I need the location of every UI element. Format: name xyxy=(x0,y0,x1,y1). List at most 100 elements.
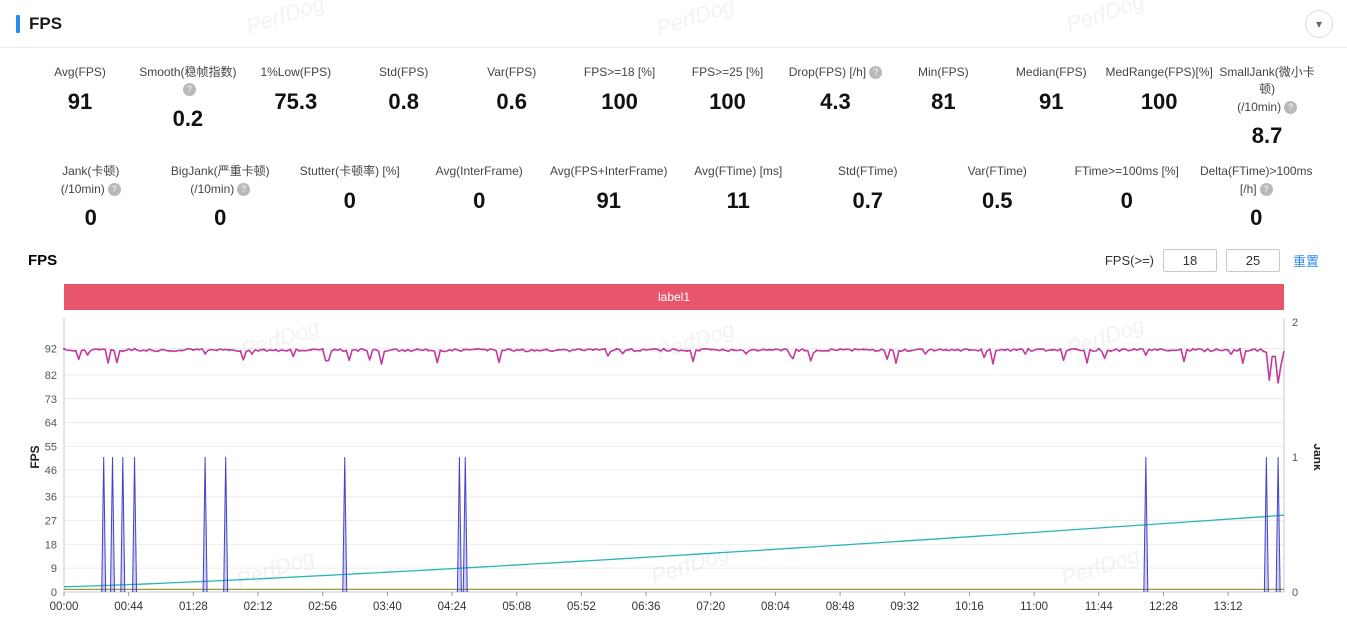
stat-label-text: Avg(FTime) [ms] xyxy=(694,164,783,179)
stat-label: Std(FPS) xyxy=(350,64,458,82)
svg-text:2: 2 xyxy=(1292,317,1298,329)
collapse-button[interactable]: ▾ xyxy=(1305,10,1333,38)
stat-value: 91 xyxy=(596,188,621,214)
help-icon[interactable]: ? xyxy=(237,182,251,196)
stat-value: 0 xyxy=(214,204,227,230)
stat-label-text: MedRange(FPS)[%] xyxy=(1105,65,1213,79)
stat-fps-18-%: FPS>=18 [%] 100 xyxy=(566,64,674,149)
fps-threshold-controls: FPS(>=) 重置 xyxy=(1105,248,1319,272)
stat-label-text: Std(FTime) xyxy=(837,164,898,179)
svg-text:00:44: 00:44 xyxy=(114,601,143,613)
stat-value: 0 xyxy=(1120,188,1133,214)
svg-text:46: 46 xyxy=(45,465,57,477)
svg-text:Jank: Jank xyxy=(1311,443,1320,471)
stat-label-text: SmallJank(微小卡顿) (/10min) xyxy=(1219,65,1315,114)
help-icon[interactable]: ? xyxy=(1259,182,1273,196)
stat-std-ftime: Std(FTime) 0.7 xyxy=(803,163,933,231)
stat-label: Std(FTime) xyxy=(803,163,933,181)
panel-header: FPS ▾ xyxy=(0,0,1347,48)
svg-text:09:32: 09:32 xyxy=(890,601,919,613)
stat-label-text: 1%Low(FPS) xyxy=(260,65,332,79)
help-icon[interactable]: ? xyxy=(869,66,883,79)
svg-text:01:28: 01:28 xyxy=(179,601,208,613)
svg-text:05:08: 05:08 xyxy=(502,601,531,613)
stat-value: 81 xyxy=(931,89,956,114)
stat-label-text: Avg(FPS) xyxy=(54,65,106,79)
stat-label: Avg(FPS) xyxy=(26,64,134,82)
stat-var-ftime: Var(FTime) 0.5 xyxy=(933,163,1063,231)
stat-label-text: Min(FPS) xyxy=(918,65,969,79)
chart-controls: FPS FPS(>=) 重置 xyxy=(0,231,1347,278)
stat-value: 75.3 xyxy=(274,89,318,114)
label-banner: label1 xyxy=(64,283,1284,310)
stat-label: FPS>=25 [%] xyxy=(674,64,782,82)
stat-value: 0 xyxy=(1250,204,1263,230)
svg-text:03:40: 03:40 xyxy=(373,601,402,613)
svg-text:05:52: 05:52 xyxy=(567,601,596,613)
fps-max-input[interactable] xyxy=(1225,248,1280,272)
stat-label: Median(FPS) xyxy=(997,64,1105,82)
stat-value: 0.8 xyxy=(388,89,420,114)
svg-text:10:16: 10:16 xyxy=(955,601,984,613)
svg-text:02:12: 02:12 xyxy=(244,601,273,613)
stat-label-text: BigJank(严重卡顿) (/10min) xyxy=(170,164,270,196)
help-icon[interactable]: ? xyxy=(107,182,121,196)
stat-value: 0.6 xyxy=(496,89,527,114)
chevron-down-icon: ▾ xyxy=(1315,17,1323,31)
stat-value: 100 xyxy=(709,89,746,114)
svg-text:64: 64 xyxy=(45,418,57,430)
stat-value: 100 xyxy=(1140,89,1178,114)
stat-label-text: Stutter(卡顿率) [%] xyxy=(299,164,400,179)
stat-drop-fps-h: Drop(FPS) [/h]? 4.3 xyxy=(781,64,889,149)
svg-text:55: 55 xyxy=(45,441,57,453)
stat-label: Avg(FTime) [ms] xyxy=(674,163,804,181)
stat-smooth: Smooth(稳帧指数)? 0.2 xyxy=(134,64,242,149)
banner-label: label1 xyxy=(657,289,691,304)
svg-text:12:28: 12:28 xyxy=(1149,601,1178,613)
stat-median-fps: Median(FPS) 91 xyxy=(997,64,1105,149)
fps-min-input[interactable] xyxy=(1162,248,1217,272)
stat-label: FPS>=18 [%] xyxy=(566,64,674,82)
svg-text:07:20: 07:20 xyxy=(696,601,725,613)
stat-value: 0.7 xyxy=(852,188,884,214)
svg-text:11:44: 11:44 xyxy=(1085,601,1114,613)
stat-label: 1%Low(FPS) xyxy=(242,64,350,82)
svg-text:36: 36 xyxy=(45,492,57,504)
stat-label: BigJank(严重卡顿) (/10min)? xyxy=(156,163,286,198)
stats-row-1: Avg(FPS) 91 Smooth(稳帧指数)? 0.2 1%Low(FPS) 75.3… xyxy=(0,48,1347,149)
stat-var-fps: Var(FPS) 0.6 xyxy=(458,64,566,149)
stat-delta-ftime-100ms-h: Delta(FTime)>100ms [/h]? 0 xyxy=(1192,163,1322,231)
stat-label-text: Median(FPS) xyxy=(1015,65,1087,79)
stat-1%low-fps: 1%Low(FPS) 75.3 xyxy=(242,64,350,149)
stat-label-text: Avg(FPS+InterFrame) xyxy=(550,164,668,179)
panel-title: FPS xyxy=(29,13,63,33)
stat-value: 0 xyxy=(473,188,486,214)
stat-avg-fps-interframe: Avg(FPS+InterFrame) 91 xyxy=(544,163,674,231)
help-icon[interactable]: ? xyxy=(1284,100,1298,114)
svg-text:18: 18 xyxy=(45,539,57,551)
stat-label: MedRange(FPS)[%] xyxy=(1105,64,1213,82)
stat-value: 0.5 xyxy=(981,188,1013,214)
stat-label: Smooth(稳帧指数)? xyxy=(134,64,242,99)
stat-value: 11 xyxy=(726,188,750,214)
svg-text:08:48: 08:48 xyxy=(826,601,855,613)
svg-text:13:12: 13:12 xyxy=(1214,601,1243,613)
svg-text:11:00: 11:00 xyxy=(1020,601,1048,613)
help-icon[interactable]: ? xyxy=(182,83,196,97)
stat-value: 91 xyxy=(1039,89,1064,114)
svg-text:9: 9 xyxy=(51,563,57,575)
stat-bigjank-10min: BigJank(严重卡顿) (/10min)? 0 xyxy=(156,163,286,231)
stat-smalljank-10min: SmallJank(微小卡顿) (/10min)? 8.7 xyxy=(1213,64,1321,149)
svg-text:08:04: 08:04 xyxy=(761,601,790,613)
stat-label-text: Smooth(稳帧指数) xyxy=(139,65,237,79)
reset-link[interactable]: 重置 xyxy=(1292,253,1319,269)
stat-label-text: Drop(FPS) [/h] xyxy=(788,65,867,79)
stat-label: Jank(卡顿) (/10min)? xyxy=(26,163,156,198)
stat-avg-ftime-ms: Avg(FTime) [ms] 11 xyxy=(674,163,804,231)
header-accent-bar xyxy=(16,14,20,33)
stat-value: 0 xyxy=(343,188,356,214)
svg-text:0: 0 xyxy=(1292,587,1298,599)
stat-label-text: Var(FPS) xyxy=(487,65,537,79)
stat-ftime-100ms-%: FTime>=100ms [%] 0 xyxy=(1062,163,1192,231)
